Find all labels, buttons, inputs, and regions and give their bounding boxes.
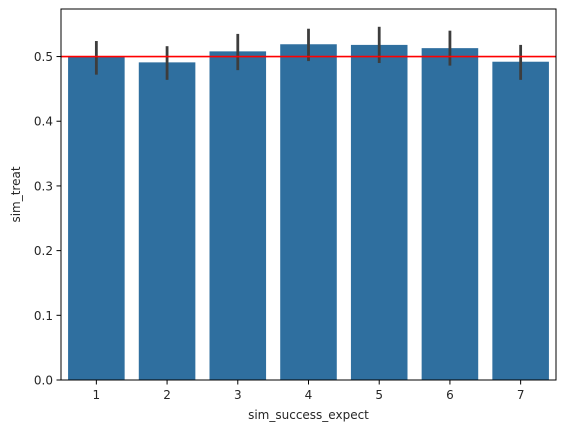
x-tick-label: 1: [93, 388, 101, 402]
bar: [350, 44, 408, 380]
bar: [138, 62, 196, 380]
x-tick-label: 7: [517, 388, 525, 402]
bar: [209, 51, 267, 380]
bar: [68, 56, 125, 380]
x-axis-ticks: 1 2 3 4 5 6 7: [93, 380, 525, 402]
y-tick-label: 0.4: [34, 115, 53, 129]
x-tick-label: 2: [163, 388, 171, 402]
y-tick-label: 0.1: [34, 309, 53, 323]
y-tick-label: 0.2: [34, 244, 53, 258]
bar: [492, 61, 549, 381]
x-axis-label: sim_success_expect: [248, 408, 369, 422]
y-axis-ticks: 0.0 0.1 0.2 0.3 0.4 0.5: [34, 50, 61, 388]
x-tick-label: 6: [446, 388, 454, 402]
y-tick-label: 0.3: [34, 179, 53, 193]
x-tick-label: 4: [305, 388, 313, 402]
y-tick-label: 0.0: [34, 374, 53, 388]
y-tick-label: 0.5: [34, 50, 53, 64]
x-tick-label: 3: [234, 388, 242, 402]
bar: [280, 44, 337, 381]
bar: [421, 48, 479, 380]
y-axis-label: sim_treat: [9, 166, 23, 222]
bars-layer: [68, 44, 549, 381]
x-tick-label: 5: [375, 388, 383, 402]
